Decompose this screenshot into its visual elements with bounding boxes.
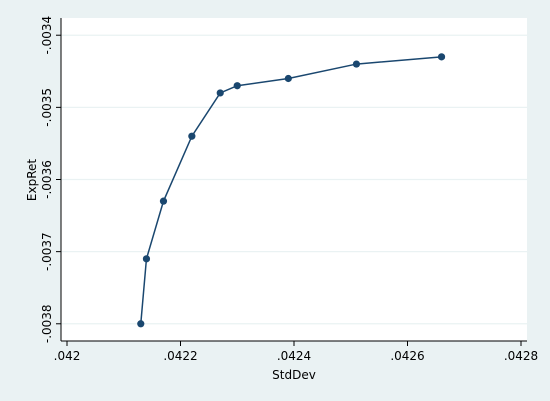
y-axis-title: ExpRet <box>25 159 39 201</box>
x-tick-label: .0426 <box>390 349 424 363</box>
y-tick-label: -.0035 <box>40 88 54 127</box>
y-tick-label: -.0037 <box>40 232 54 271</box>
data-point <box>137 320 145 328</box>
y-tick-label: -.0038 <box>40 304 54 343</box>
x-axis-title: StdDev <box>272 368 316 382</box>
y-tick-label: -.0036 <box>40 160 54 199</box>
data-point <box>233 82 241 90</box>
data-point <box>188 132 196 140</box>
data-point <box>437 53 446 61</box>
x-tick-label: .0422 <box>163 349 197 363</box>
x-tick-label: .0424 <box>277 349 311 363</box>
data-point <box>142 255 151 263</box>
data-point <box>159 197 168 205</box>
x-tick-label: .0428 <box>504 349 538 363</box>
series-marks <box>137 53 446 328</box>
data-point <box>352 60 361 68</box>
x-tick-label: .042 <box>54 349 81 363</box>
y-tick-label: -.0034 <box>40 16 54 55</box>
data-point <box>216 89 224 97</box>
data-point <box>284 74 292 83</box>
axis-ticks: -.0038 -.0037 -.0036 -.0035 -.0034 .042 .0422.… <box>40 16 538 363</box>
